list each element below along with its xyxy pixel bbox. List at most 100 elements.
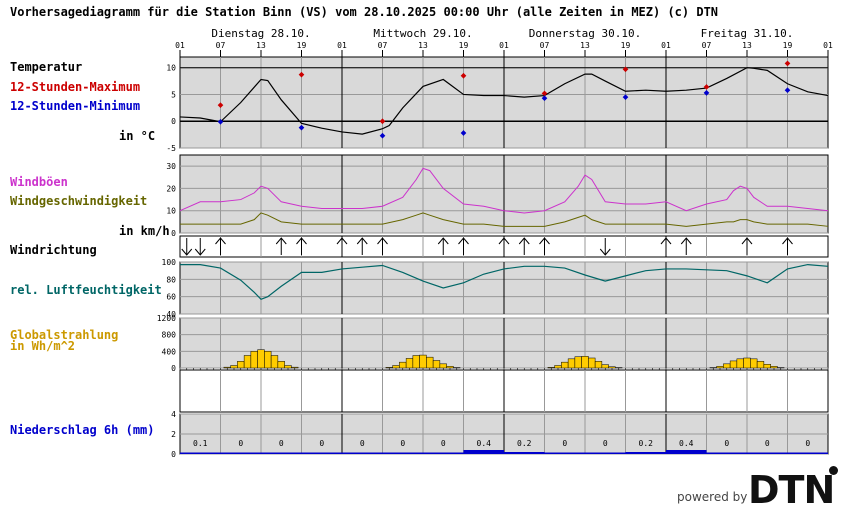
hour-tick-label: 01: [823, 41, 833, 50]
y-tick-label: 2: [171, 430, 176, 439]
y-tick-label: -5: [166, 144, 176, 153]
label-temp-unit: in °C: [119, 129, 156, 143]
humidity-line: [180, 263, 829, 300]
radiation-bar: [723, 363, 731, 369]
radiation-bar: [237, 361, 245, 369]
precip-bar: [747, 452, 788, 454]
max-temp-point: [379, 118, 386, 125]
radiation-bar: [412, 355, 420, 369]
hour-tick-label: 13: [580, 41, 590, 50]
radiation-bar: [574, 356, 582, 369]
dtn-logo-dot: [829, 466, 838, 475]
y-tick-label: 10: [166, 207, 176, 216]
precip-value-label: 0: [319, 439, 324, 448]
wind-arrow-head: [599, 248, 611, 256]
hour-tick-label: 13: [742, 41, 752, 50]
label-max12: 12-Stunden-Maximum: [10, 80, 141, 94]
y-tick-label: 800: [162, 331, 177, 340]
label-precip: Niederschlag 6h (mm): [10, 423, 155, 437]
precip-bar: [544, 452, 585, 454]
precip-bar: [463, 450, 504, 454]
radiation-bar: [405, 358, 414, 369]
precip-value-label: 0.4: [477, 439, 492, 448]
wind-arrow-head: [356, 237, 368, 245]
radiation-bar: [230, 365, 238, 369]
label-radiation: Globalstrahlung: [10, 328, 119, 342]
min-temp-point: [622, 94, 629, 100]
y-tick-label: 0: [171, 117, 176, 126]
wind-arrow-head: [680, 237, 692, 245]
precip-bar: [261, 452, 302, 454]
y-tick-label: 0: [171, 364, 176, 373]
precip-bar: [787, 452, 828, 454]
wind-arrow-head: [518, 237, 530, 245]
radiation-bar: [729, 360, 738, 369]
precip-bar: [585, 452, 626, 454]
wind-arrow-head: [377, 237, 388, 245]
precip-value-label: 0: [441, 439, 446, 448]
label-min12: 12-Stunden-Minimum: [10, 99, 141, 113]
day-label: Freitag 31.10.: [701, 27, 794, 40]
y-tick-label: 40: [166, 310, 176, 319]
radiation-bar: [601, 364, 609, 369]
day-label: Donnerstag 30.10.: [529, 27, 642, 40]
radiation-bar: [554, 365, 562, 369]
precip-bar: [504, 452, 545, 454]
min-temp-point: [784, 87, 791, 94]
precip-value-label: 0: [805, 439, 810, 448]
radiation-bar: [385, 367, 393, 369]
radiation-bar: [716, 366, 724, 369]
radiation-bar: [547, 367, 555, 369]
hour-tick-label: 19: [297, 41, 307, 50]
radiation-bar: [243, 355, 252, 369]
precip-bar: [706, 452, 747, 454]
wind-arrow-head: [498, 237, 510, 245]
y-tick-label: 100: [162, 258, 177, 267]
y-tick-label: 30: [166, 162, 176, 171]
min-temp-point: [217, 118, 224, 125]
windspeed-line: [180, 212, 829, 227]
radiation-bar: [594, 361, 603, 369]
min-temp-point: [460, 130, 467, 136]
radiation-bar: [277, 361, 285, 369]
precip-value-label: 0: [238, 439, 243, 448]
precip-bar: [342, 452, 383, 454]
label-wind-unit: in km/h: [119, 224, 170, 238]
hour-tick-label: 07: [702, 41, 712, 50]
precip-value-label: 0: [765, 439, 770, 448]
y-tick-label: 60: [166, 293, 176, 302]
precip-value-label: 0: [279, 439, 284, 448]
wind-arrow-head: [539, 237, 550, 245]
precip-value-label: 0.4: [679, 439, 694, 448]
y-tick-label: 20: [166, 184, 176, 193]
hour-tick-label: 19: [621, 41, 631, 50]
radiation-bar: [750, 358, 758, 369]
max-temp-point: [298, 71, 305, 78]
radiation-bar: [419, 354, 427, 369]
hour-tick-label: 07: [216, 41, 226, 50]
hour-tick-label: 07: [540, 41, 550, 50]
radiation-bar: [399, 361, 407, 369]
temperature-line: [179, 67, 829, 135]
hour-tick-label: 13: [418, 41, 428, 50]
label-humidity: rel. Luftfeuchtigkeit: [10, 283, 162, 297]
radiation-bar: [608, 366, 616, 369]
min-temp-point: [703, 90, 710, 96]
radiation-bar: [581, 356, 589, 369]
hour-tick-label: 01: [337, 41, 347, 50]
precip-bar: [301, 452, 342, 454]
wind-arrow-head: [741, 237, 753, 245]
y-tick-label: 0: [171, 229, 176, 238]
radiation-bar: [426, 356, 434, 369]
radiation-bar: [264, 351, 272, 369]
hour-tick-label: 19: [783, 41, 793, 50]
wind-arrow-head: [194, 248, 206, 256]
y-tick-label: 5: [171, 90, 176, 99]
max-temp-point: [460, 72, 467, 79]
max-temp-point: [622, 66, 629, 73]
precip-bar: [625, 452, 666, 454]
radiation-bar: [446, 366, 454, 369]
max-temp-point: [541, 90, 548, 97]
hour-tick-label: 07: [378, 41, 388, 50]
